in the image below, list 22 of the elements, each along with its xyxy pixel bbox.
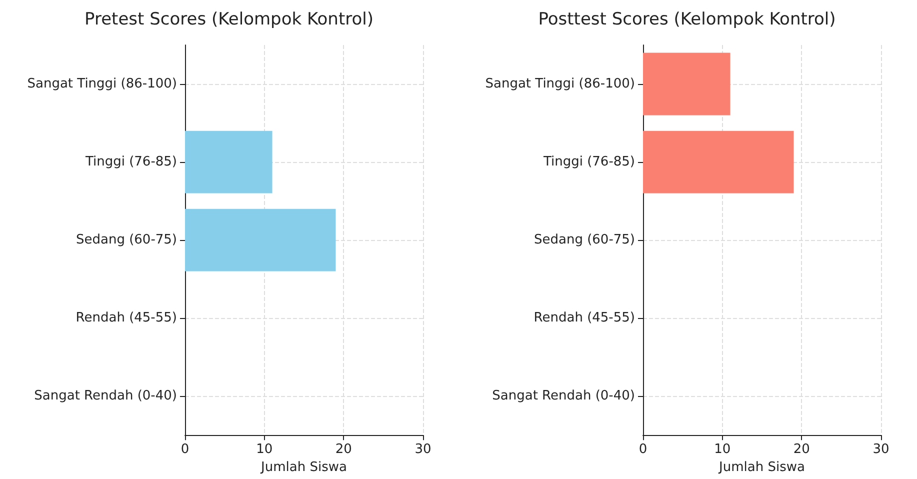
y-tick-label: Rendah (45-55) <box>76 310 177 326</box>
x-tick-label: 30 <box>414 442 432 458</box>
x-tick-label: 30 <box>872 442 890 458</box>
x-tick-label: 10 <box>714 442 731 458</box>
x-tick-label: 20 <box>793 442 810 458</box>
y-tick-label: Sangat Rendah (0-40) <box>34 388 177 404</box>
x-tick-label: 0 <box>180 442 190 458</box>
y-tick-label: Sangat Tinggi (86-100) <box>485 76 635 92</box>
x-tick-label: 0 <box>638 442 648 458</box>
y-tick-label: Sedang (60-75) <box>76 232 177 248</box>
x-tick-label: 10 <box>256 442 273 458</box>
y-tick-label: Sangat Rendah (0-40) <box>492 388 635 404</box>
y-tick-label: Sedang (60-75) <box>534 232 635 248</box>
y-tick-label: Tinggi (76-85) <box>542 154 635 170</box>
y-tick-label: Sangat Tinggi (86-100) <box>27 76 177 92</box>
chart-title: Posttest Scores (Kelompok Kontrol) <box>538 10 836 30</box>
x-axis-title: Jumlah Siswa <box>718 460 805 475</box>
y-tick-label: Rendah (45-55) <box>534 310 635 326</box>
x-axis-title: Jumlah Siswa <box>260 460 347 475</box>
chart-title: Pretest Scores (Kelompok Kontrol) <box>84 10 374 30</box>
x-tick-label: 20 <box>335 442 352 458</box>
y-tick-label: Tinggi (76-85) <box>84 154 177 170</box>
